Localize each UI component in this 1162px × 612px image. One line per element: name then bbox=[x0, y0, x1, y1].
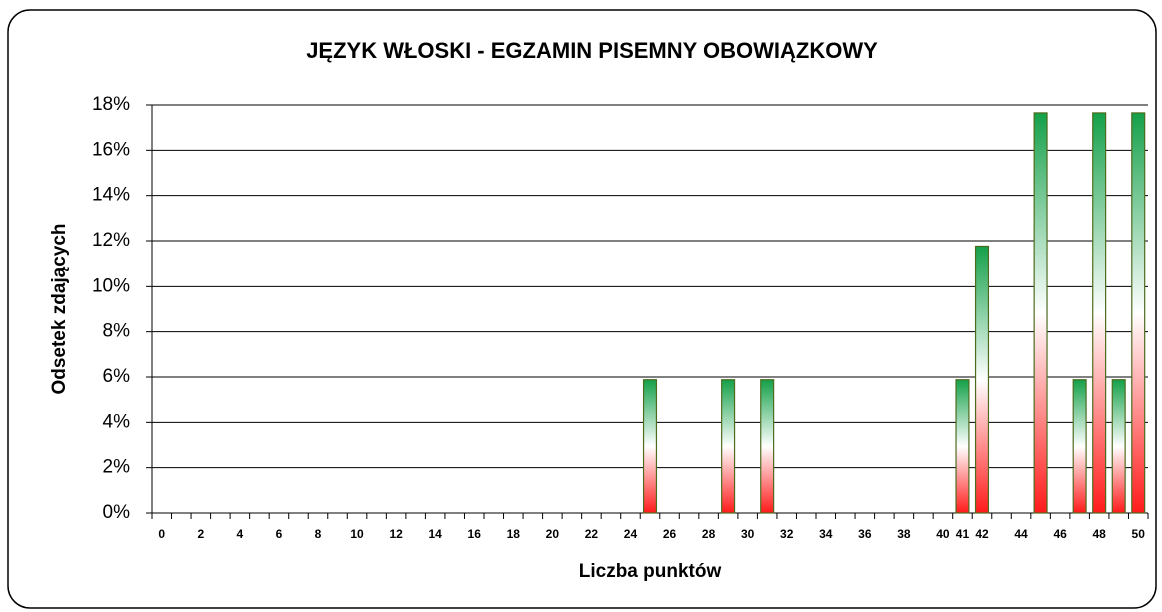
x-tick-label: 28 bbox=[702, 527, 716, 541]
x-axis-label: Liczba punktów bbox=[579, 561, 722, 582]
x-tick-label: 48 bbox=[1092, 527, 1106, 541]
x-tick-label: 14 bbox=[428, 527, 442, 541]
bar bbox=[1092, 112, 1107, 514]
y-tick-label: 6% bbox=[103, 366, 131, 387]
y-tick-label: 12% bbox=[92, 230, 130, 251]
bar bbox=[1131, 112, 1146, 514]
bar bbox=[955, 379, 970, 514]
y-tick-label: 18% bbox=[92, 94, 130, 115]
x-tick-label: 46 bbox=[1053, 527, 1067, 541]
bar bbox=[1072, 379, 1087, 514]
y-tick-label: 14% bbox=[92, 185, 130, 206]
x-tick-label: 18 bbox=[507, 527, 521, 541]
x-tick-label: 6 bbox=[276, 527, 283, 541]
x-tick-label: 8 bbox=[315, 527, 322, 541]
bar bbox=[1033, 112, 1048, 514]
y-tick-label: 10% bbox=[92, 275, 130, 296]
y-tick-label: 4% bbox=[103, 411, 131, 432]
x-tick-label: 50 bbox=[1132, 527, 1146, 541]
x-tick-label: 36 bbox=[858, 527, 872, 541]
chart-title: JĘZYK WŁOSKI - EGZAMIN PISEMNY OBOWIĄZKO… bbox=[306, 38, 878, 63]
x-tick-label: 22 bbox=[585, 527, 599, 541]
x-tick-label: 41 bbox=[956, 527, 970, 541]
bar bbox=[760, 379, 775, 514]
chart-frame bbox=[7, 9, 1157, 609]
x-tick-label: 40 bbox=[936, 527, 950, 541]
y-tick-label: 16% bbox=[92, 139, 130, 160]
x-tick-label: 4 bbox=[237, 527, 244, 541]
x-tick-label: 10 bbox=[350, 527, 364, 541]
x-tick-label: 32 bbox=[780, 527, 794, 541]
x-tick-label: 30 bbox=[741, 527, 755, 541]
x-tick-label: 2 bbox=[197, 527, 204, 541]
x-tick-label: 20 bbox=[546, 527, 560, 541]
bar bbox=[974, 245, 990, 514]
x-tick-label: 0 bbox=[158, 527, 165, 541]
bar bbox=[1111, 379, 1126, 514]
y-axis-label: Odsetek zdających bbox=[49, 223, 70, 394]
x-tick-label: 38 bbox=[897, 527, 911, 541]
x-tick-label: 24 bbox=[624, 527, 638, 541]
x-tick-label: 34 bbox=[819, 527, 833, 541]
y-tick-label: 8% bbox=[103, 321, 131, 342]
x-tick-label: 44 bbox=[1014, 527, 1028, 541]
bar bbox=[721, 379, 736, 514]
x-tick-label: 42 bbox=[975, 527, 989, 541]
bar bbox=[642, 379, 658, 514]
x-tick-label: 16 bbox=[468, 527, 482, 541]
y-tick-label: 0% bbox=[103, 502, 131, 523]
y-tick-label: 2% bbox=[103, 457, 131, 478]
x-tick-label: 26 bbox=[663, 527, 677, 541]
x-tick-label: 12 bbox=[389, 527, 403, 541]
